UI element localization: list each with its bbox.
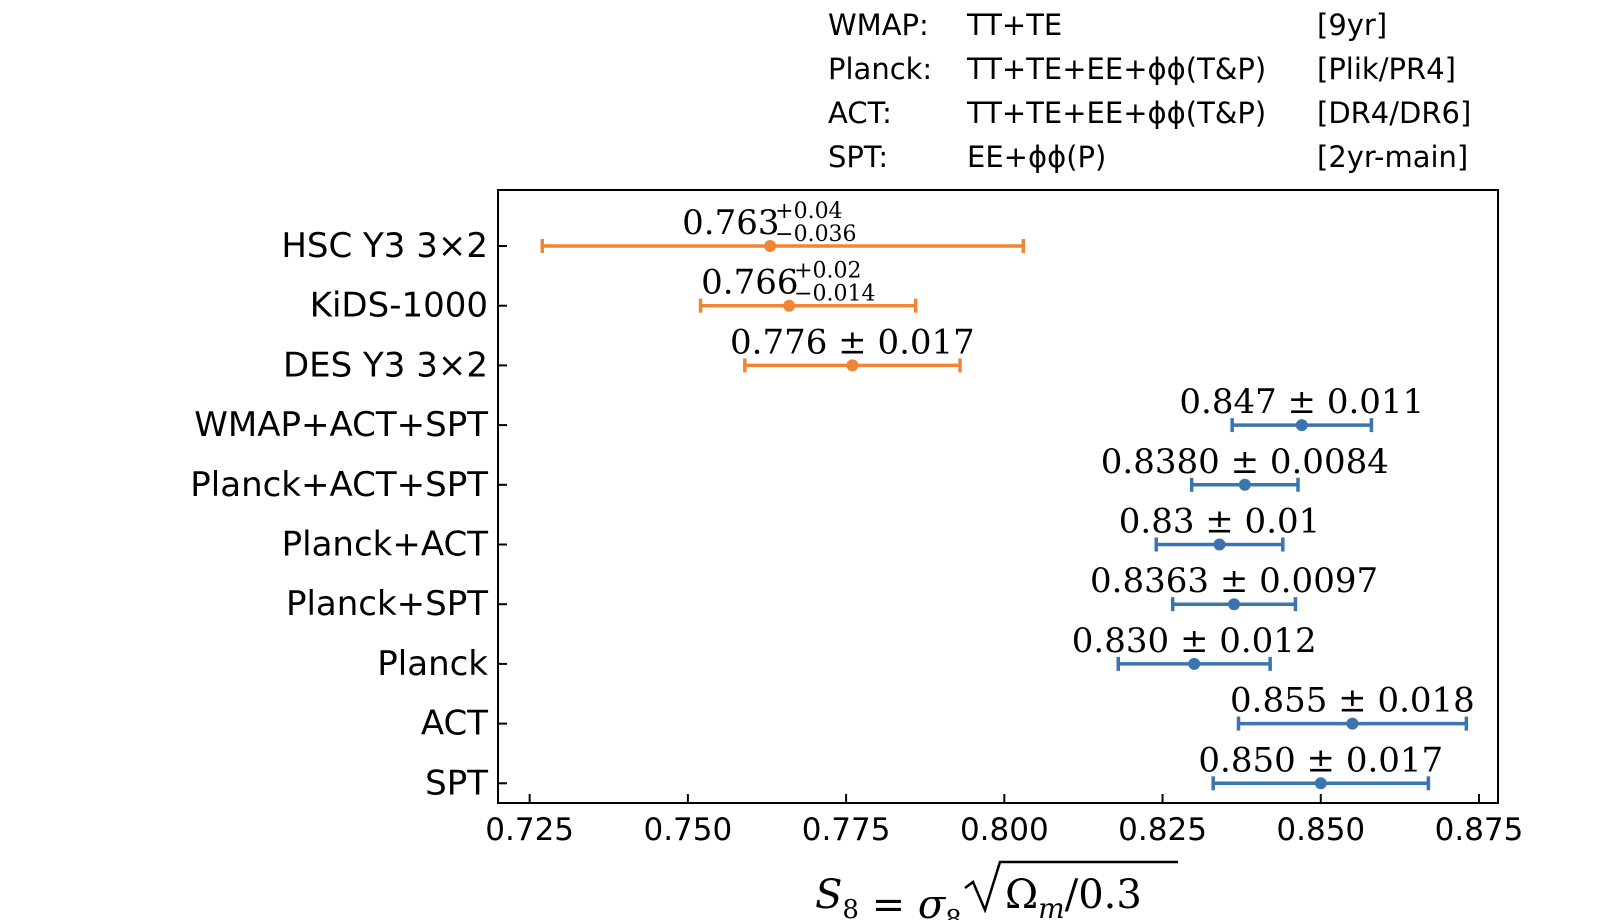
sqrt-symbol bbox=[964, 860, 1178, 914]
y-tick-label: HSC Y3 3×2 bbox=[281, 226, 488, 266]
data-point bbox=[1314, 777, 1327, 790]
x-tick-label: 0.800 bbox=[960, 812, 1049, 848]
data-label: 0.776 ± 0.017 bbox=[730, 322, 975, 362]
x-axis-ticks: 0.725 0.750 0.775 0.800 0.825 0.850 0.875 bbox=[485, 794, 1523, 848]
x-axis-label-radicand: Ωm/0.3 bbox=[1005, 872, 1142, 920]
x-axis-label: S8 = σ8 Ωm/0.3 bbox=[815, 860, 1178, 920]
data-label: 0.830 ± 0.012 bbox=[1072, 621, 1317, 661]
errorbar-point: 0.830 ± 0.012 bbox=[1072, 621, 1317, 671]
errorbar-point: 0.766+0.02−0.014 bbox=[698, 259, 918, 313]
header-spectra: TT+TE+EE+ϕϕ(T&P) bbox=[966, 96, 1266, 130]
y-tick-label: Planck+SPT bbox=[286, 584, 488, 624]
errorbar-point: 0.763+0.04−0.036 bbox=[540, 199, 1026, 253]
x-tick-label: 0.750 bbox=[643, 812, 732, 848]
header-spectra: TT+TE+EE+ϕϕ(T&P) bbox=[966, 52, 1266, 86]
data-point bbox=[764, 240, 777, 252]
errorbar-point: 0.847 ± 0.011 bbox=[1179, 382, 1424, 433]
errorbar-point: 0.8380 ± 0.0084 bbox=[1101, 442, 1389, 492]
data-point bbox=[1228, 598, 1241, 611]
errorbar-point: 0.8363 ± 0.0097 bbox=[1090, 561, 1378, 612]
header-release: [2yr-main] bbox=[1317, 140, 1468, 174]
header-experiment: WMAP: bbox=[828, 8, 929, 42]
data-point bbox=[846, 359, 859, 372]
data-label-sub: −0.036 bbox=[775, 222, 856, 247]
y-tick-label: Planck+ACT bbox=[282, 525, 489, 565]
data-label: 0.8363 ± 0.0097 bbox=[1090, 561, 1378, 601]
y-tick-label: SPT bbox=[425, 763, 488, 803]
header-experiment: SPT: bbox=[828, 140, 888, 174]
y-tick-label: DES Y3 3×2 bbox=[283, 345, 488, 385]
header-release: [Plik/PR4] bbox=[1317, 52, 1456, 86]
y-tick-label: ACT bbox=[421, 704, 488, 744]
y-tick-label: Planck bbox=[377, 644, 488, 684]
errorbar-point: 0.850 ± 0.017 bbox=[1198, 740, 1443, 791]
y-tick-label: WMAP+ACT+SPT bbox=[194, 405, 488, 445]
data-label: 0.8380 ± 0.0084 bbox=[1101, 442, 1389, 482]
data-label: 0.855 ± 0.018 bbox=[1230, 681, 1475, 721]
header-experiment: ACT: bbox=[828, 96, 892, 130]
x-tick-label: 0.850 bbox=[1276, 812, 1365, 848]
data-point bbox=[1295, 419, 1308, 432]
y-tick-label: KiDS-1000 bbox=[310, 286, 488, 326]
header-experiment: Planck: bbox=[828, 52, 932, 86]
data-label: 0.83 ± 0.01 bbox=[1119, 502, 1321, 542]
data-label: 0.766 bbox=[701, 263, 798, 303]
header-spectra: TT+TE bbox=[966, 8, 1062, 42]
x-tick-label: 0.825 bbox=[1118, 812, 1207, 848]
errorbar-marks: 0.763+0.04−0.036 0.766+0.02−0.014 0.776 ± … bbox=[540, 199, 1475, 791]
data-label: 0.847 ± 0.011 bbox=[1179, 382, 1424, 422]
data-point bbox=[783, 299, 796, 312]
x-tick-label: 0.875 bbox=[1435, 812, 1524, 848]
errorbar-point: 0.776 ± 0.017 bbox=[730, 322, 975, 373]
data-point bbox=[1346, 717, 1359, 730]
y-tick-label: Planck+ACT+SPT bbox=[190, 465, 488, 505]
experiment-legend-table: WMAP: TT+TE [9yr] Planck: TT+TE+EE+ϕϕ(T&P) [P… bbox=[828, 8, 1471, 174]
data-point bbox=[1238, 478, 1251, 491]
header-spectra: EE+ϕϕ(P) bbox=[967, 140, 1106, 174]
y-axis-ticks: HSC Y3 3×2 KiDS-1000 DES Y3 3×2 WMAP+ACT+SP… bbox=[190, 226, 507, 803]
x-tick-label: 0.775 bbox=[802, 812, 891, 848]
header-release: [DR4/DR6] bbox=[1317, 96, 1471, 130]
data-label-sub: −0.014 bbox=[794, 282, 875, 307]
x-axis-label-text: S8 = σ8 bbox=[815, 872, 962, 920]
plot-frame bbox=[497, 189, 1499, 804]
data-label: 0.850 ± 0.017 bbox=[1198, 740, 1443, 780]
data-label: 0.763 bbox=[682, 203, 779, 243]
data-label-sup: +0.04 bbox=[775, 199, 842, 224]
data-point bbox=[1213, 538, 1226, 551]
data-point bbox=[1188, 657, 1201, 670]
errorbar-point: 0.855 ± 0.018 bbox=[1230, 681, 1475, 731]
data-label-sup: +0.02 bbox=[794, 259, 861, 284]
errorbar-point: 0.83 ± 0.01 bbox=[1119, 502, 1321, 552]
x-tick-label: 0.725 bbox=[485, 812, 574, 848]
header-release: [9yr] bbox=[1317, 8, 1387, 42]
